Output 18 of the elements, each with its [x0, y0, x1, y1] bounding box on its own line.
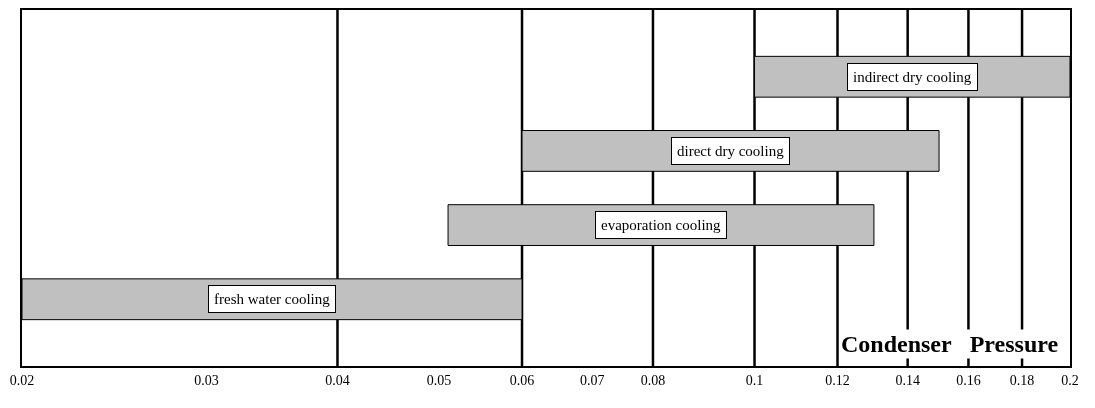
x-tick-label: 0.16 [956, 372, 981, 388]
y-tick-label: fresh water cooling [214, 291, 331, 307]
x-tick-label: 0.08 [640, 372, 666, 388]
x-tick-label: 0.2 [1061, 372, 1079, 388]
y-tick-label: evaporation cooling [601, 217, 722, 233]
x-tick-label: 0.14 [895, 372, 920, 388]
x-axis-title: Condenser Pressure [841, 331, 1059, 357]
y-tick-label: indirect dry cooling [853, 69, 972, 85]
x-tick-label: 0.05 [426, 372, 452, 388]
y-tick-label: direct dry cooling [677, 143, 785, 159]
x-tick-label: 0.18 [1009, 372, 1035, 388]
x-tick-label: 0.02 [9, 372, 35, 388]
x-tick-label: 0.06 [509, 372, 535, 388]
x-tick-label: 0.07 [579, 372, 605, 388]
x-tick-label: 0.1 [745, 372, 764, 388]
x-tick-label: 0.04 [325, 372, 350, 388]
x-tick-label: 0.03 [194, 372, 219, 388]
x-tick-label: 0.12 [825, 372, 850, 388]
